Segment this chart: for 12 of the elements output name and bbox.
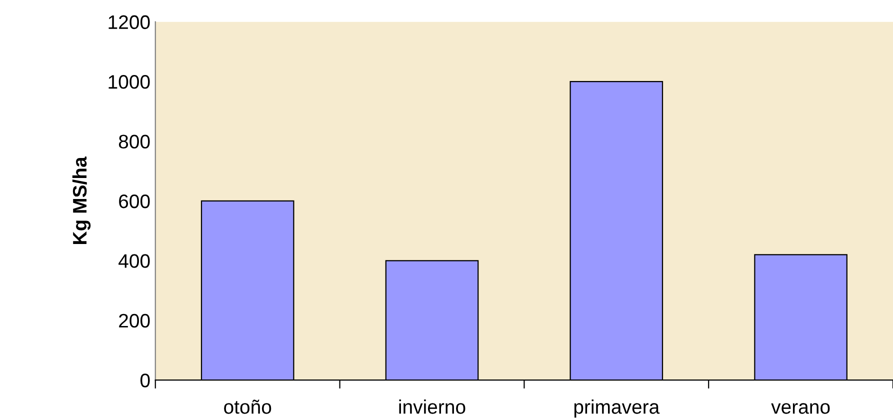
- y-axis-title: Kg MS/ha: [72, 156, 91, 244]
- y-tick-label: 600: [119, 194, 150, 208]
- x-tick-label: invierno: [399, 400, 466, 414]
- y-tick-label: 400: [118, 254, 150, 268]
- y-tick-label: 1000: [108, 75, 150, 89]
- x-tick-label: primavera: [574, 400, 660, 418]
- y-tick-label: 0: [140, 374, 150, 388]
- x-tick-label: otoño: [224, 400, 272, 414]
- x-tick-label: verano: [771, 403, 830, 414]
- y-tick-label: 1200: [108, 15, 150, 30]
- y-tick-label: 800: [118, 134, 150, 148]
- y-tick-label: 200: [119, 314, 150, 328]
